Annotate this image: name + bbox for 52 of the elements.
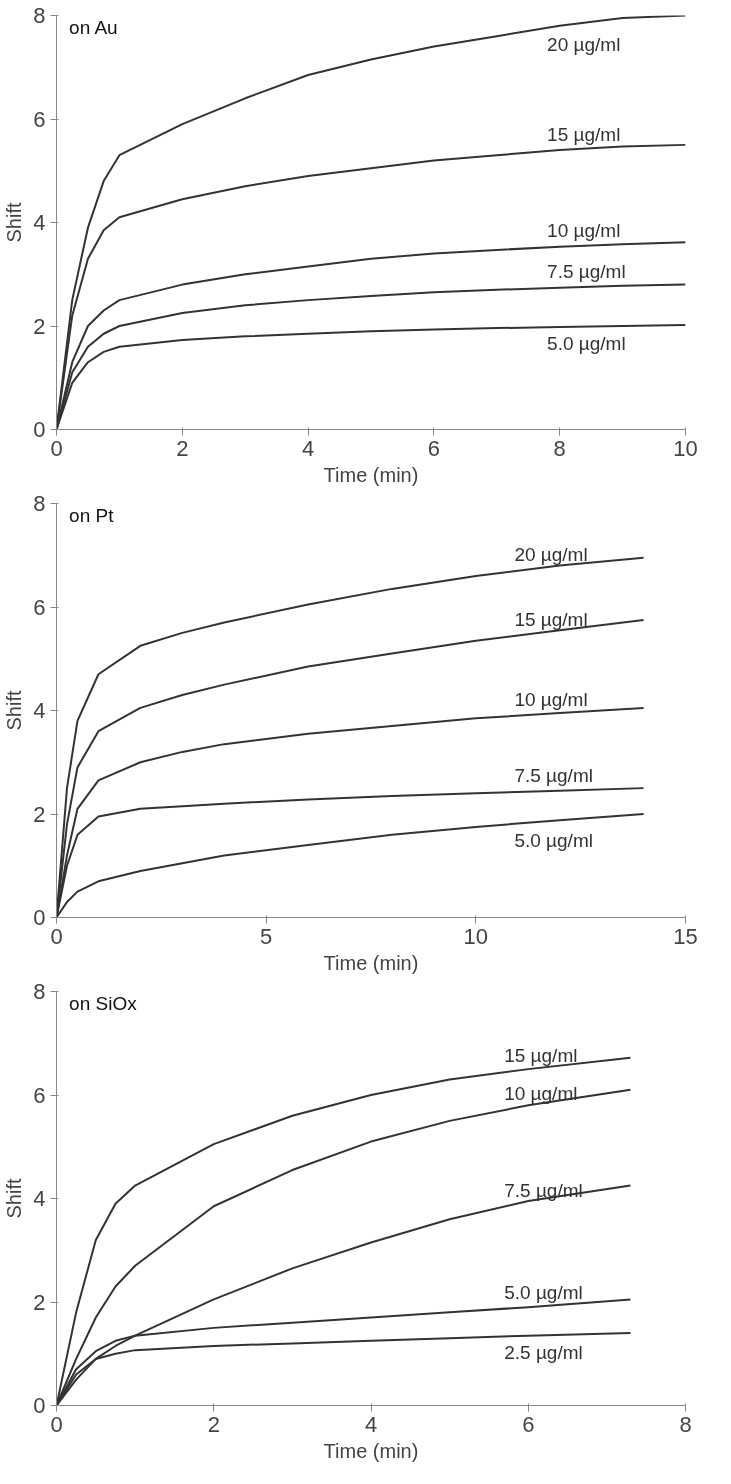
x-tick-label: 10 (463, 923, 489, 949)
series-label: 10 µg/ml (547, 220, 621, 242)
annotation: on SiOx (69, 992, 138, 1014)
y-tick-label: 2 (33, 313, 46, 339)
y-tick-label: 6 (33, 106, 46, 132)
y-tick-label: 2 (33, 801, 46, 827)
annotation: on Au (69, 16, 118, 38)
y-tick-label: 2 (33, 1289, 46, 1315)
series-label: 15 µg/ml (504, 1045, 578, 1067)
series-label: 15 µg/ml (514, 608, 588, 630)
x-tick-label: 8 (679, 1411, 692, 1437)
y-tick-label: 4 (33, 698, 46, 723)
y-axis-title: Shift (3, 202, 26, 243)
series-label: 10 µg/ml (514, 688, 588, 710)
x-axis-title: Time (min) (323, 951, 419, 974)
series-label: 2.5 µg/ml (504, 1342, 583, 1364)
x-tick-label: 4 (301, 435, 315, 461)
series-label: 5.0 µg/ml (504, 1281, 583, 1303)
x-tick-label: 0 (50, 435, 63, 461)
y-tick-label: 0 (33, 1393, 46, 1418)
y-tick-label: 8 (33, 491, 46, 516)
y-tick-label: 4 (33, 210, 46, 235)
y-tick-label: 0 (33, 905, 46, 930)
series-label: 20 µg/ml (547, 33, 621, 55)
x-tick-label: 2 (207, 1411, 220, 1437)
y-tick-label: 6 (33, 594, 46, 620)
x-tick-label: 4 (364, 1411, 378, 1437)
series-label: 7.5 µg/ml (547, 261, 626, 283)
y-tick-label: 6 (33, 1082, 46, 1108)
series-label: 15 µg/ml (547, 124, 621, 146)
y-axis-title: Shift (3, 1178, 26, 1219)
series-label: 20 µg/ml (514, 544, 588, 566)
series-label: 7.5 µg/ml (514, 765, 593, 787)
x-tick-label: 15 (673, 923, 698, 949)
x-tick-label: 6 (522, 1411, 535, 1437)
x-tick-label: 6 (427, 435, 441, 461)
annotation: on Pt (69, 504, 115, 526)
y-tick-label: 8 (33, 979, 46, 1004)
x-tick-label: 5 (260, 923, 273, 949)
x-axis-title: Time (min) (323, 1439, 419, 1462)
y-tick-label: 4 (33, 1186, 46, 1211)
series-label: 5.0 µg/ml (547, 333, 626, 355)
x-tick-label: 8 (553, 435, 566, 461)
series-label: 5.0 µg/ml (514, 829, 593, 851)
y-tick-label: 0 (33, 417, 46, 442)
y-tick-label: 8 (33, 3, 46, 28)
y-axis-title: Shift (3, 690, 26, 731)
x-axis-title: Time (min) (323, 463, 419, 486)
x-tick-label: 0 (50, 1411, 63, 1437)
x-tick-label: 2 (176, 435, 189, 461)
x-tick-label: 10 (673, 435, 698, 461)
x-tick-label: 0 (50, 923, 63, 949)
